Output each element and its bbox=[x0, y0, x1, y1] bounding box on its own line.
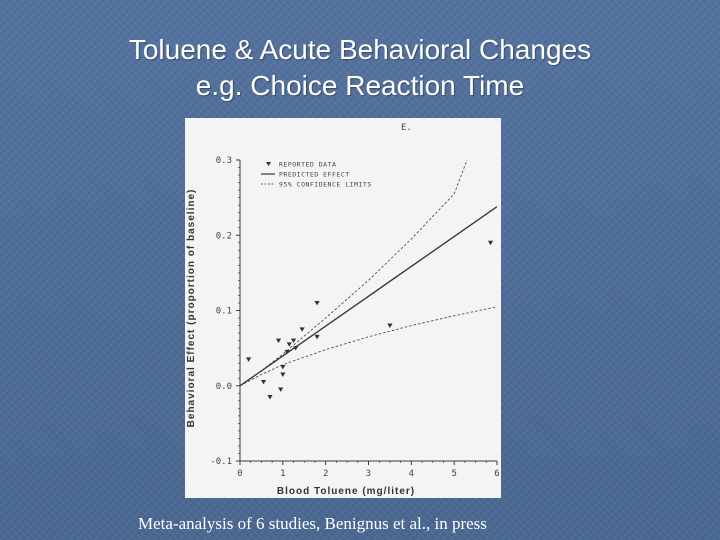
confidence-limit-line bbox=[240, 306, 497, 387]
data-point-marker bbox=[314, 300, 320, 306]
data-point-marker bbox=[290, 338, 297, 343]
chart-legend: REPORTED DATA PREDICTED EFFECT 95% CONFIDE… bbox=[261, 161, 372, 189]
data-point-marker bbox=[280, 372, 286, 377]
data-point-marker bbox=[267, 395, 273, 400]
x-tick-label: 4 bbox=[409, 469, 414, 479]
y-tick-label: -0.1 bbox=[210, 457, 232, 467]
chart-points bbox=[245, 240, 494, 400]
x-tick-label: 1 bbox=[280, 469, 285, 479]
y-tick-label: 0.2 bbox=[216, 231, 232, 241]
data-point-marker bbox=[286, 342, 292, 347]
panel-label: E. bbox=[401, 123, 412, 133]
slide-title-line1: Toluene & Acute Behavioral Changes bbox=[128, 34, 592, 65]
data-point-marker bbox=[314, 334, 320, 340]
legend-marker bbox=[266, 162, 271, 166]
x-axis-title: Blood Toluene (mg/liter) bbox=[277, 486, 415, 497]
slide-title-line2: e.g. Choice Reaction Time bbox=[195, 70, 525, 101]
slide-title: Toluene & Acute Behavioral Changes e.g. … bbox=[0, 32, 720, 104]
data-point-marker bbox=[275, 338, 282, 343]
x-tick-label: 0 bbox=[237, 469, 242, 479]
y-tick-label: 0.1 bbox=[216, 307, 232, 317]
chart-lines bbox=[240, 159, 497, 387]
data-point-marker bbox=[487, 240, 494, 246]
data-point-marker bbox=[280, 364, 286, 370]
slide-caption: Meta-analysis of 6 studies, Benignus et … bbox=[138, 514, 487, 533]
data-point-marker bbox=[278, 387, 284, 392]
data-point-marker bbox=[299, 327, 305, 332]
legend-label: REPORTED DATA bbox=[279, 161, 336, 169]
y-axis-title: Behavioral Effect (proportion of baselin… bbox=[186, 189, 197, 428]
legend-label: 95% CONFIDENCE LIMITS bbox=[279, 181, 372, 189]
legend-label: PREDICTED EFFECT bbox=[279, 171, 350, 179]
chart-svg: E. -0.1 0.0 0.1 0.2 0.3 0 1 2 3 4 5 6 REPORTED DATA… bbox=[186, 123, 500, 497]
chart-axes: -0.1 0.0 0.1 0.2 0.3 0 1 2 3 4 5 6 bbox=[210, 156, 499, 479]
chart-figure: E. -0.1 0.0 0.1 0.2 0.3 0 1 2 3 4 5 6 REPORTED DATA… bbox=[185, 118, 501, 498]
x-tick-label: 3 bbox=[366, 469, 371, 479]
data-point-marker bbox=[293, 346, 299, 351]
data-point-marker bbox=[260, 379, 267, 385]
predicted-effect-line bbox=[240, 206, 497, 387]
y-tick-label: 0.0 bbox=[216, 382, 232, 392]
x-tick-label: 5 bbox=[451, 469, 456, 479]
y-tick-label: 0.3 bbox=[216, 156, 232, 166]
x-tick-label: 6 bbox=[494, 469, 499, 479]
confidence-limit-line bbox=[240, 159, 468, 387]
data-point-marker bbox=[387, 323, 393, 328]
data-point-marker bbox=[245, 357, 252, 362]
data-point-marker bbox=[284, 349, 290, 355]
x-tick-label: 2 bbox=[323, 469, 328, 479]
